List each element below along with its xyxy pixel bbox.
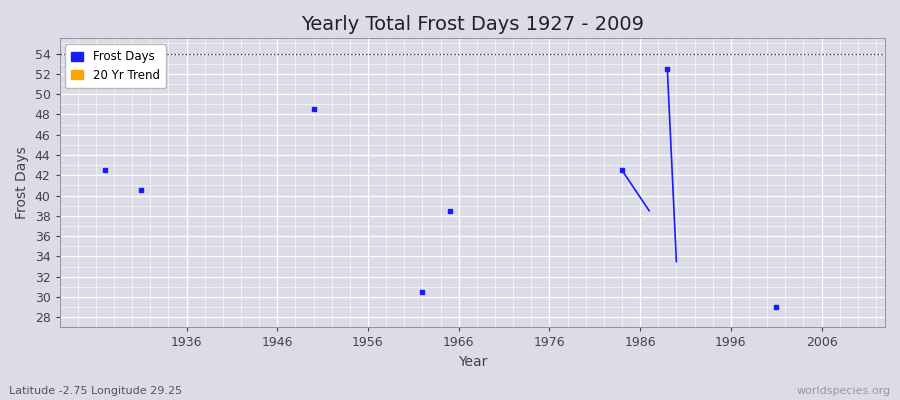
Legend: Frost Days, 20 Yr Trend: Frost Days, 20 Yr Trend bbox=[66, 44, 166, 88]
Text: Latitude -2.75 Longitude 29.25: Latitude -2.75 Longitude 29.25 bbox=[9, 386, 182, 396]
Text: worldspecies.org: worldspecies.org bbox=[796, 386, 891, 396]
Y-axis label: Frost Days: Frost Days bbox=[15, 146, 29, 219]
Title: Yearly Total Frost Days 1927 - 2009: Yearly Total Frost Days 1927 - 2009 bbox=[301, 15, 644, 34]
X-axis label: Year: Year bbox=[457, 355, 487, 369]
